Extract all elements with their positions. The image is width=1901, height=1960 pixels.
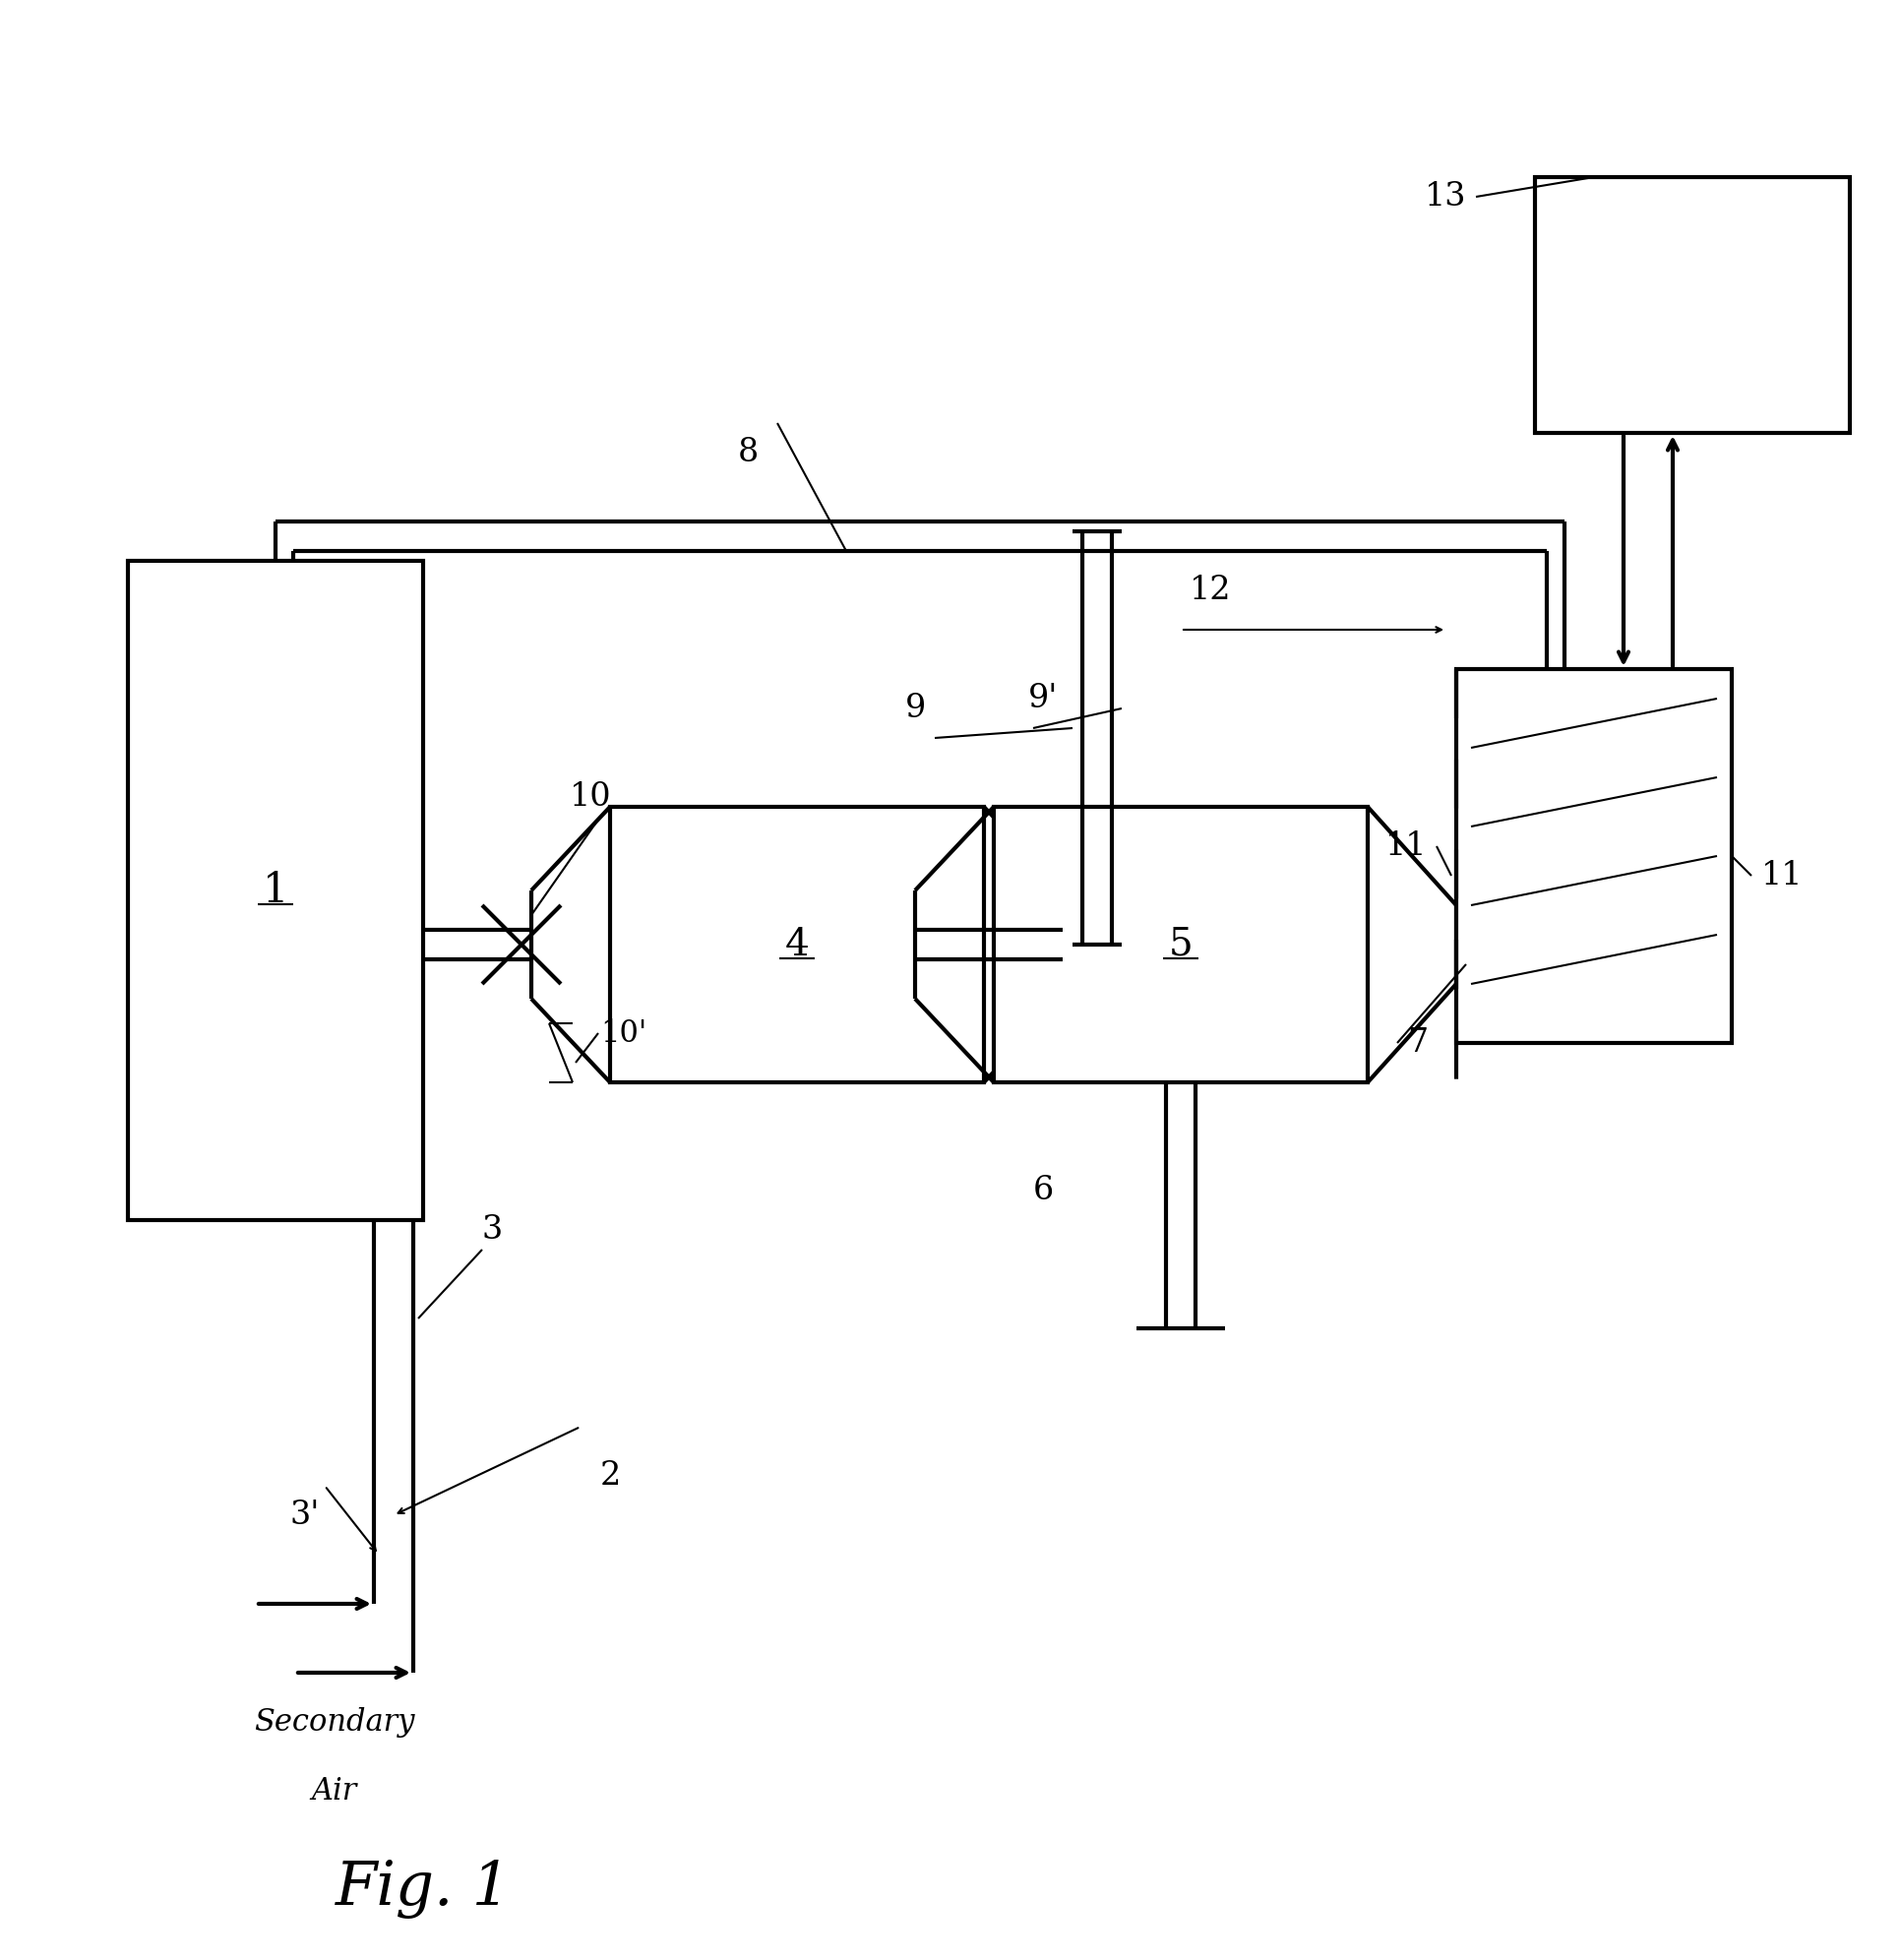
Bar — [1456, 668, 1732, 1043]
Bar — [610, 808, 985, 1082]
Text: 9': 9' — [1028, 682, 1059, 713]
Text: 12: 12 — [1190, 574, 1232, 606]
Text: 3': 3' — [291, 1499, 319, 1531]
Text: 13: 13 — [1424, 180, 1466, 212]
Text: 3: 3 — [481, 1213, 502, 1247]
Text: 10: 10 — [570, 782, 612, 813]
Text: 11: 11 — [1386, 831, 1428, 862]
Text: 7: 7 — [1407, 1027, 1428, 1058]
Text: Secondary: Secondary — [255, 1707, 414, 1737]
Bar — [994, 808, 1367, 1082]
Text: Air: Air — [312, 1776, 357, 1805]
Text: 2: 2 — [599, 1460, 620, 1492]
Text: 1: 1 — [262, 870, 289, 911]
Text: 6: 6 — [1032, 1174, 1053, 1205]
Text: 4: 4 — [785, 927, 810, 962]
Text: 9: 9 — [905, 692, 926, 723]
Bar — [1534, 176, 1850, 433]
Text: 5: 5 — [1169, 927, 1194, 962]
Text: 10': 10' — [601, 1017, 646, 1049]
Text: 11: 11 — [1762, 860, 1802, 892]
Bar — [127, 561, 424, 1219]
Text: Fig. 1: Fig. 1 — [335, 1860, 511, 1919]
Text: 8: 8 — [738, 437, 758, 468]
